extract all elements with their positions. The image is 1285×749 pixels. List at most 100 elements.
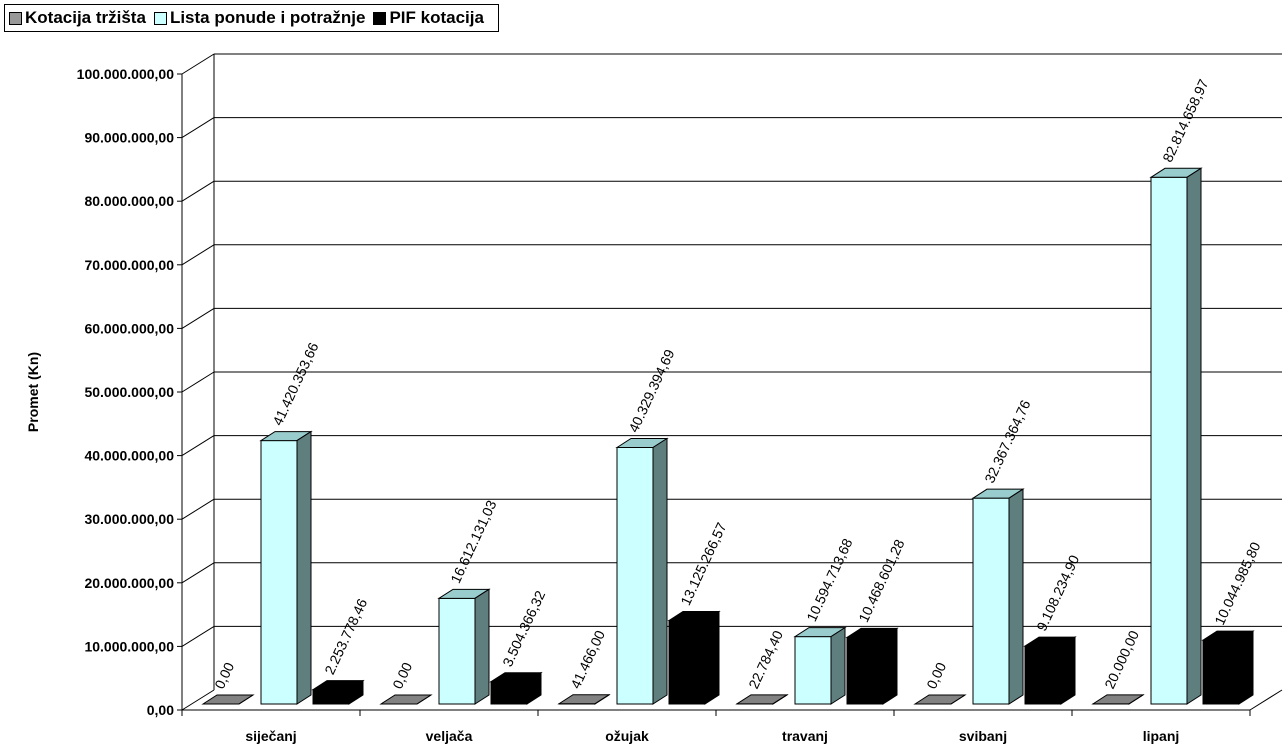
bar-front xyxy=(794,636,832,705)
data-label: 16.612.131,03 xyxy=(447,498,499,586)
legend-item: PIF kotacija xyxy=(373,8,484,28)
legend-item: Kotacija tržišta xyxy=(9,8,146,28)
gridline-side xyxy=(181,180,215,202)
bar-front xyxy=(846,636,884,705)
y-tick-label: 50.000.000,00 xyxy=(84,384,174,400)
gridline-side xyxy=(181,117,215,139)
data-label: 0,00 xyxy=(389,660,415,692)
data-label: 41.420.353,66 xyxy=(269,340,321,428)
bar xyxy=(259,430,313,705)
y-tick-label: 90.000.000,00 xyxy=(84,130,174,146)
data-label: 13.125.266,57 xyxy=(677,520,729,608)
axes xyxy=(181,54,1283,711)
bar-front xyxy=(260,440,298,705)
bar-side xyxy=(296,430,312,705)
bar xyxy=(489,671,543,705)
data-label: 10.468.601,28 xyxy=(855,537,907,625)
bar xyxy=(845,627,899,705)
data-label: 22.784,40 xyxy=(745,628,786,691)
data-label: 10.044.985,80 xyxy=(1211,539,1263,627)
category-label: ožujak xyxy=(605,728,649,744)
bar-side xyxy=(1238,630,1254,705)
bar-front xyxy=(490,681,528,705)
bar-front xyxy=(616,447,654,705)
legend-swatch xyxy=(9,11,22,25)
bar xyxy=(735,693,789,705)
legend-label: Lista ponude i potražnje xyxy=(169,8,366,27)
legend: Kotacija tržišta Lista ponude i potražnje… xyxy=(4,4,499,32)
bar xyxy=(1023,636,1077,705)
y-tick-label: 30.000.000,00 xyxy=(84,511,174,527)
gridline-side xyxy=(181,307,215,329)
bar xyxy=(1201,630,1255,705)
bar-side xyxy=(416,694,432,705)
category-label: lipanj xyxy=(1143,728,1180,744)
legend-swatch xyxy=(373,11,387,25)
data-label: 10.594.713,68 xyxy=(803,536,855,624)
bar xyxy=(437,588,491,705)
bar-front xyxy=(1202,639,1240,705)
bar-side xyxy=(526,671,542,705)
bar-front xyxy=(668,620,706,705)
category-label: veljača xyxy=(426,728,473,744)
legend-item: Lista ponude i potražnje xyxy=(153,8,366,28)
bar-side xyxy=(830,626,846,705)
bar xyxy=(557,693,611,705)
y-axis-title: Promet (Kn) xyxy=(25,352,41,432)
floor-edge xyxy=(1249,689,1283,711)
data-label: 3.504.366,32 xyxy=(499,588,548,669)
bar xyxy=(913,694,967,705)
category-label: svibanj xyxy=(959,728,1007,744)
data-label: 20.000,00 xyxy=(1101,628,1142,691)
y-tick-label: 70.000.000,00 xyxy=(84,257,174,273)
bar xyxy=(793,626,847,705)
data-label: 82.814.658,97 xyxy=(1159,76,1211,164)
data-labels: 0,00 41.420.353,66 2.253.778,46 0,00 16.612.… xyxy=(211,76,1263,691)
bar-side xyxy=(772,693,788,705)
y-tick-label: 100.000.000,00 xyxy=(77,66,175,82)
y-tick-label: 10.000.000,00 xyxy=(84,638,174,654)
data-label: 0,00 xyxy=(923,660,949,692)
legend-swatch xyxy=(153,11,167,25)
bar xyxy=(615,437,669,705)
gridline-side xyxy=(181,689,215,711)
bar-side xyxy=(652,437,668,705)
y-tick-label: 40.000.000,00 xyxy=(84,448,174,464)
bar-front xyxy=(1024,645,1062,705)
bar xyxy=(311,679,365,705)
bar-side xyxy=(474,588,490,705)
legend-label: Kotacija tržišta xyxy=(25,8,146,27)
gridline-side xyxy=(181,53,215,75)
bar-side xyxy=(704,610,720,705)
bar-front xyxy=(972,497,1010,705)
y-tick-labels: 0,00 10.000.000,00 20.000.000,00 30.000.000… xyxy=(77,66,182,718)
gridline-side xyxy=(181,371,215,393)
bar xyxy=(379,694,433,705)
bar xyxy=(1149,167,1203,705)
legend-label: PIF kotacija xyxy=(389,8,484,27)
data-label: 9.108.234,90 xyxy=(1033,552,1082,633)
gridline-side xyxy=(181,562,215,584)
y-tick-label: 80.000.000,00 xyxy=(84,193,174,209)
category-labels: siječanj veljača ožujak travanj svibanj lipan… xyxy=(181,710,1251,744)
bar xyxy=(971,488,1025,705)
data-label: 0,00 xyxy=(211,660,237,692)
gridline-side xyxy=(181,435,215,457)
category-label: siječanj xyxy=(245,728,296,744)
data-label: 32.367.364,76 xyxy=(981,397,1033,485)
bar-side xyxy=(594,693,610,705)
bar-side xyxy=(1008,488,1024,705)
gridline-side xyxy=(181,625,215,647)
bar-front xyxy=(1150,176,1188,705)
bar-side xyxy=(238,694,254,705)
y-tick-label: 60.000.000,00 xyxy=(84,320,174,336)
bar-side xyxy=(882,627,898,705)
bar-side xyxy=(1186,167,1202,705)
gridline-side xyxy=(181,244,215,266)
bar-side xyxy=(348,679,364,705)
y-tick-label: 0,00 xyxy=(147,702,174,718)
gridlines xyxy=(181,53,1282,711)
bar xyxy=(201,694,255,705)
bar-side xyxy=(1060,636,1076,705)
